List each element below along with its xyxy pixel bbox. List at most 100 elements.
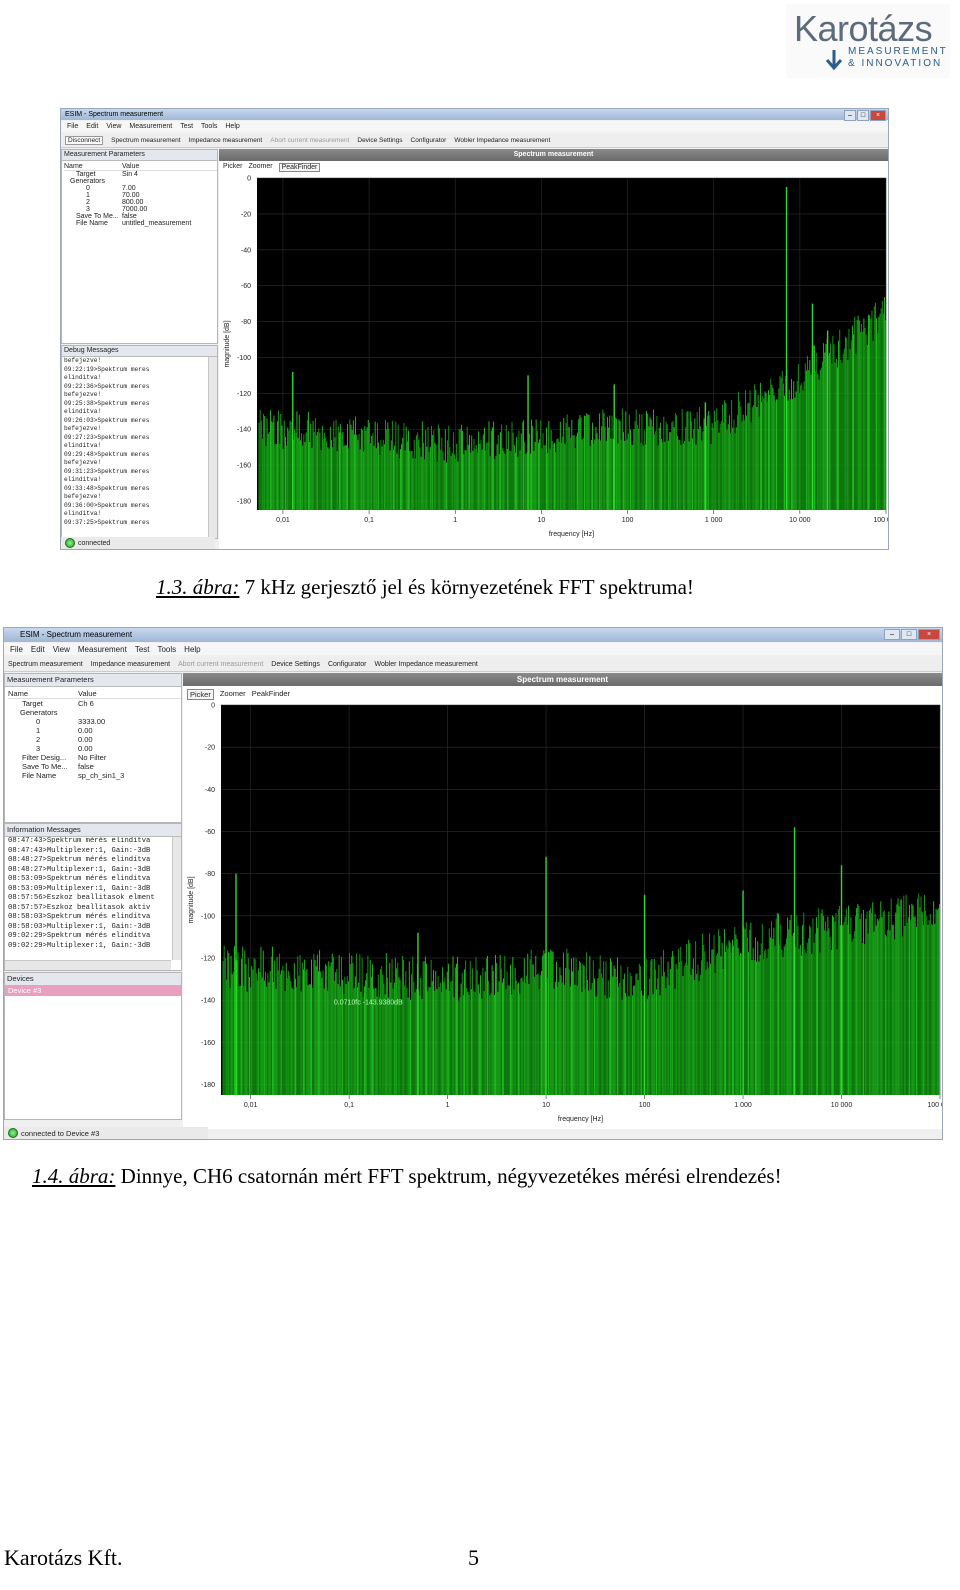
logo-tagline-1: MEASUREMENT: [848, 46, 948, 57]
info-horizontal-scrollbar[interactable]: [5, 960, 171, 970]
param-name: Save To Me...: [76, 213, 119, 220]
device-settings-button[interactable]: Device Settings: [357, 136, 403, 144]
info-scrollbar[interactable]: [172, 837, 181, 960]
connection-status-text: connected: [78, 539, 111, 547]
param-row[interactable]: File Name sp_ch_sin1_3: [8, 771, 181, 780]
device-list-item[interactable]: Device #3: [5, 986, 181, 996]
maximize-button[interactable]: □: [857, 110, 869, 121]
param-value[interactable]: [122, 178, 217, 185]
abort-measurement-button[interactable]: Abort current measurement: [270, 136, 350, 144]
wobler-impedance-button[interactable]: Wobler Impedance measurement: [454, 136, 551, 144]
menu-file[interactable]: File: [67, 123, 79, 130]
menu-edit[interactable]: Edit: [30, 644, 45, 654]
menu-view[interactable]: View: [52, 644, 70, 654]
param-value[interactable]: false: [122, 213, 137, 220]
param-value[interactable]: sp_ch_sin1_3: [78, 771, 125, 780]
panel-title: Information Messages: [5, 824, 181, 837]
close-button[interactable]: ×: [918, 629, 940, 640]
param-value[interactable]: 0.00: [78, 726, 93, 735]
debug-scrollbar[interactable]: [208, 357, 217, 538]
status-bar: connected to Device #3: [4, 1127, 208, 1139]
figure-2-caption: 1.4. ábra: Dinnye, CH6 csatornán mért FF…: [32, 1164, 782, 1189]
param-value[interactable]: Ch 6: [78, 699, 94, 708]
param-row[interactable]: Target Sin 4: [64, 171, 217, 178]
param-row[interactable]: Generators: [8, 708, 181, 717]
menu-bar: File Edit View Measurement Test Tools He…: [61, 121, 888, 132]
wobler-impedance-button[interactable]: Wobler Impedance measurement: [374, 660, 478, 668]
param-value[interactable]: untitled_measurement: [122, 220, 192, 227]
param-value[interactable]: 70.00: [122, 192, 140, 199]
spectrum-chart: 0,01 0,1 1 10 100 1 000 10 000 100 000 0 -20 -40 -6…: [188, 703, 942, 1124]
spectrum-measurement-button[interactable]: Spectrum measurement: [111, 136, 181, 144]
x-tick-label: 10 000: [789, 517, 811, 524]
log-line: befejezve!: [64, 357, 102, 364]
abort-measurement-button[interactable]: Abort current measurement: [178, 660, 264, 668]
zoomer-tab[interactable]: Zoomer: [219, 689, 246, 698]
param-row[interactable]: Save To Me... false: [8, 762, 181, 771]
param-value[interactable]: 800.00: [122, 199, 144, 206]
param-row[interactable]: 3 0.00: [8, 744, 181, 753]
peakfinder-tab[interactable]: PeakFinder: [251, 689, 291, 698]
menu-measurement[interactable]: Measurement: [77, 644, 127, 654]
param-row[interactable]: Filter Desig... No Filter: [8, 753, 181, 762]
menu-help[interactable]: Help: [184, 644, 201, 654]
status-bar: connected: [61, 537, 215, 549]
impedance-measurement-button[interactable]: Impedance measurement: [188, 136, 263, 144]
param-value[interactable]: 0.00: [78, 744, 93, 753]
menu-help[interactable]: Help: [225, 123, 240, 130]
param-value[interactable]: No Filter: [78, 753, 107, 762]
param-row[interactable]: 1 70.00: [64, 192, 217, 199]
menu-file[interactable]: File: [10, 644, 23, 654]
param-value[interactable]: 7000.00: [122, 206, 148, 213]
peakfinder-tab[interactable]: PeakFinder: [278, 163, 321, 172]
minimize-button[interactable]: –: [844, 110, 856, 121]
menu-view[interactable]: View: [106, 123, 122, 130]
param-name: 1: [86, 192, 90, 199]
param-row[interactable]: 3 7000.00: [64, 206, 217, 213]
spectrum-measurement-button[interactable]: Spectrum measurement: [8, 660, 83, 668]
param-row[interactable]: Save To Me... false: [64, 213, 217, 220]
param-value[interactable]: [78, 708, 181, 717]
close-button[interactable]: ×: [870, 110, 886, 121]
log-line: befejezve!: [64, 493, 102, 500]
y-tick-label: -140: [201, 998, 215, 1005]
param-row[interactable]: Target Ch 6: [8, 699, 181, 708]
y-tick-label: -140: [237, 427, 251, 434]
param-row[interactable]: Generators: [64, 178, 217, 185]
param-row[interactable]: 2 800.00: [64, 199, 217, 206]
x-tick-label: 10: [542, 1102, 550, 1109]
param-row[interactable]: 2 0.00: [8, 735, 181, 744]
menu-measurement[interactable]: Measurement: [129, 123, 173, 130]
menu-tools[interactable]: Tools: [157, 644, 177, 654]
x-tick-label: 100 000: [873, 517, 888, 524]
param-value[interactable]: false: [78, 762, 94, 771]
param-value[interactable]: 7.00: [122, 185, 136, 192]
log-line: elinditva!: [64, 374, 102, 381]
configurator-button[interactable]: Configurator: [327, 660, 367, 668]
disconnect-button[interactable]: Disconnect: [65, 135, 104, 145]
x-tick-label: 10 000: [831, 1102, 853, 1109]
log-line: 08:58:03>Multiplexer:1, Gain:-3dB: [8, 922, 151, 931]
zoomer-tab[interactable]: Zoomer: [248, 163, 273, 170]
maximize-button[interactable]: □: [901, 629, 917, 640]
impedance-measurement-button[interactable]: Impedance measurement: [90, 660, 171, 668]
menu-tools[interactable]: Tools: [201, 123, 218, 130]
param-row[interactable]: 0 3333.00: [8, 717, 181, 726]
picker-tab[interactable]: Picker: [223, 163, 243, 170]
param-row[interactable]: 1 0.00: [8, 726, 181, 735]
param-value[interactable]: 0.00: [78, 735, 93, 744]
picker-tab[interactable]: Picker: [187, 689, 214, 700]
menu-test[interactable]: Test: [180, 123, 194, 130]
param-row[interactable]: File Name untitled_measurement: [64, 220, 217, 227]
param-value[interactable]: Sin 4: [122, 171, 138, 178]
configurator-button[interactable]: Configurator: [410, 136, 447, 144]
minimize-button[interactable]: –: [884, 629, 900, 640]
col-value-header: Value: [122, 163, 140, 170]
menu-bar: File Edit View Measurement Test Tools He…: [4, 643, 942, 655]
connection-status-icon: [8, 1128, 18, 1138]
param-value[interactable]: 3333.00: [78, 717, 106, 726]
param-row[interactable]: 0 7.00: [64, 185, 217, 192]
device-settings-button[interactable]: Device Settings: [271, 660, 320, 668]
menu-edit[interactable]: Edit: [86, 123, 99, 130]
menu-test[interactable]: Test: [134, 644, 150, 654]
